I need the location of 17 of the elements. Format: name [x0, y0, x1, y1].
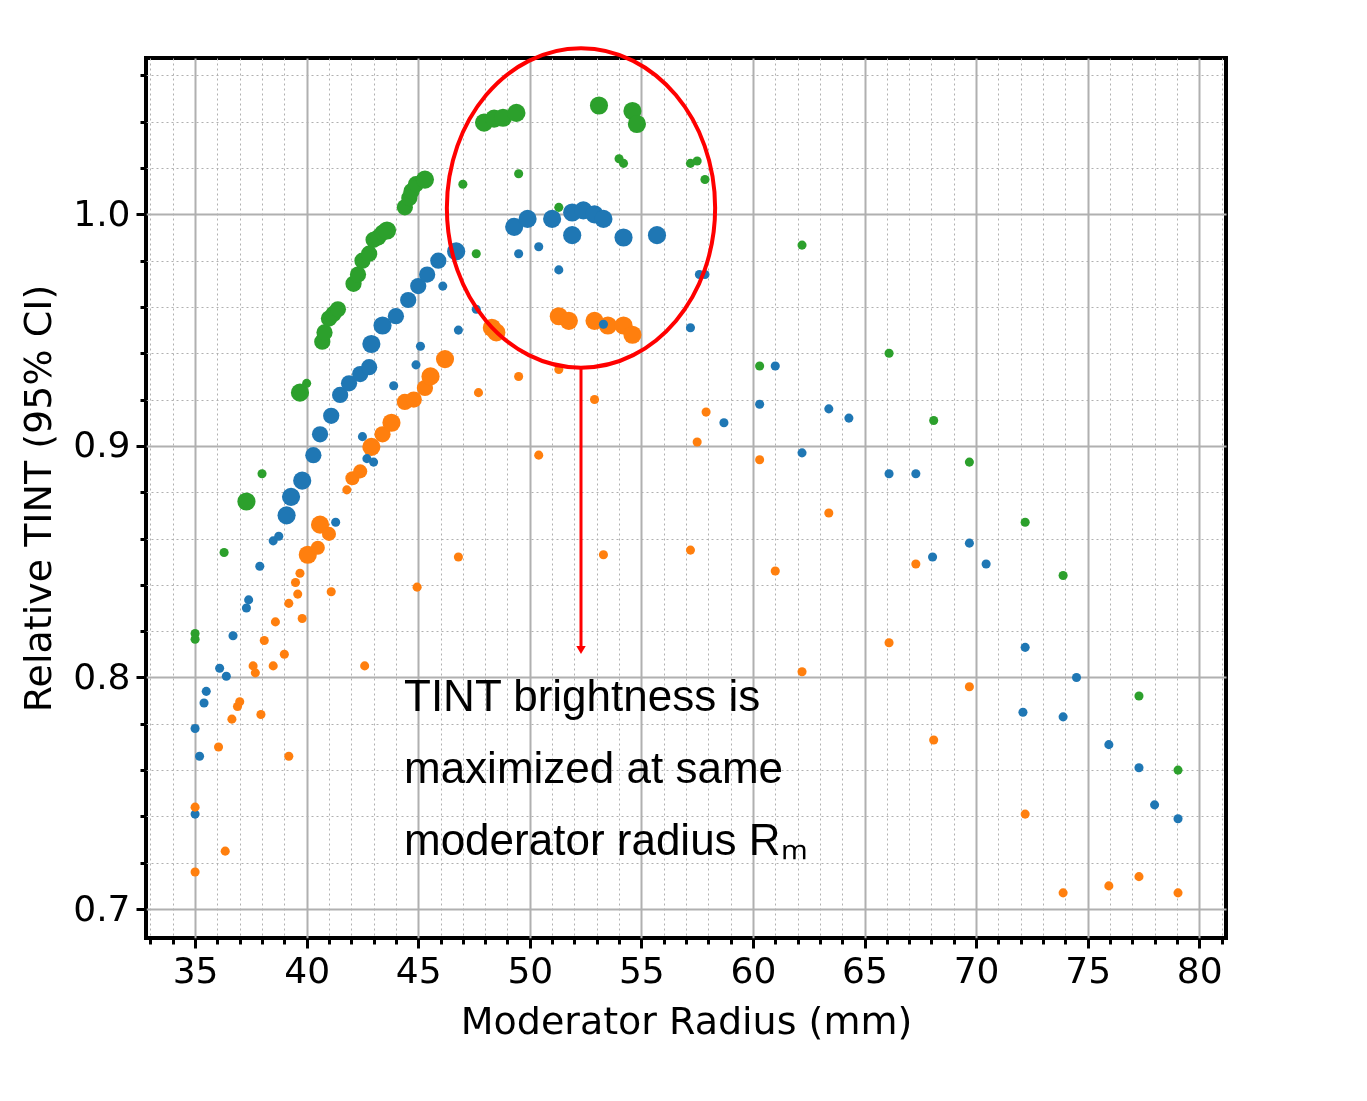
y-tick-label: 1.0 [73, 192, 131, 234]
x-tick-label: 35 [172, 949, 219, 991]
x-tick-label: 50 [507, 949, 554, 991]
x-tick-label: 65 [842, 949, 888, 991]
x-tick-label: 70 [953, 949, 1000, 991]
x-tick-label: 40 [284, 949, 331, 991]
y-tick-label: 0.9 [73, 424, 131, 466]
x-tick-label: 75 [1065, 949, 1112, 991]
y-tick-label: 0.8 [73, 655, 131, 697]
annotation: TINT brightness is maximized at same moderator radius Rₘ [404, 671, 808, 864]
x-tick-label: 60 [730, 949, 777, 991]
x-axis-title: Moderator Radius (mm) [460, 998, 913, 1043]
y-axis-title: Relative TINT (95% CI) [16, 284, 61, 713]
x-tick-label: 80 [1176, 949, 1223, 991]
y-tick-label: 0.7 [73, 887, 131, 929]
x-tick-label: 45 [395, 949, 442, 991]
x-tick-label: 55 [618, 949, 665, 991]
